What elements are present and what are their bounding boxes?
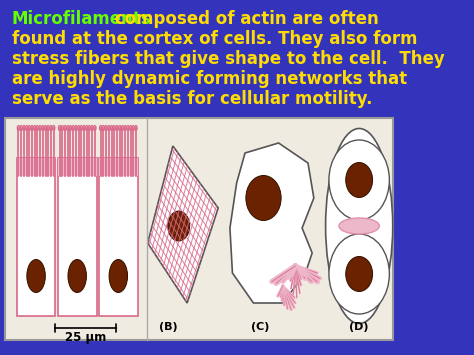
Text: stress fibers that give shape to the cell.  They: stress fibers that give shape to the cel… (12, 50, 445, 68)
Ellipse shape (127, 126, 129, 131)
Ellipse shape (83, 126, 85, 131)
Ellipse shape (53, 126, 55, 131)
Text: (B): (B) (158, 322, 177, 332)
Ellipse shape (39, 126, 41, 131)
Ellipse shape (61, 126, 64, 131)
Ellipse shape (105, 126, 108, 131)
Ellipse shape (23, 126, 25, 131)
Ellipse shape (69, 126, 72, 131)
Ellipse shape (108, 126, 110, 131)
Ellipse shape (113, 126, 116, 131)
Polygon shape (339, 218, 379, 234)
Ellipse shape (17, 126, 20, 131)
Ellipse shape (118, 126, 121, 131)
Ellipse shape (42, 126, 44, 131)
Bar (58, 158, 97, 176)
Ellipse shape (329, 140, 389, 220)
Ellipse shape (124, 126, 127, 131)
Ellipse shape (246, 175, 281, 220)
Ellipse shape (74, 126, 77, 131)
Ellipse shape (168, 211, 190, 241)
Ellipse shape (91, 126, 93, 131)
Ellipse shape (121, 126, 124, 131)
Polygon shape (148, 146, 218, 303)
Ellipse shape (116, 126, 118, 131)
Ellipse shape (135, 126, 137, 131)
Ellipse shape (27, 260, 46, 293)
Bar (99, 158, 137, 176)
Ellipse shape (68, 260, 86, 293)
Text: are highly dynamic forming networks that: are highly dynamic forming networks that (12, 70, 407, 88)
Bar (17, 158, 55, 316)
Ellipse shape (36, 126, 39, 131)
Ellipse shape (346, 163, 373, 197)
Text: Microfilaments: Microfilaments (12, 10, 152, 28)
Ellipse shape (50, 126, 52, 131)
Text: (C): (C) (251, 322, 269, 332)
Ellipse shape (80, 126, 82, 131)
Ellipse shape (64, 126, 66, 131)
Ellipse shape (31, 126, 33, 131)
Ellipse shape (102, 126, 105, 131)
Ellipse shape (110, 126, 113, 131)
Ellipse shape (129, 126, 132, 131)
Ellipse shape (72, 126, 74, 131)
Text: (D): (D) (349, 322, 369, 332)
Text: found at the cortex of cells. They also form: found at the cortex of cells. They also … (12, 30, 417, 48)
Ellipse shape (109, 260, 128, 293)
Ellipse shape (58, 126, 61, 131)
Ellipse shape (326, 129, 393, 323)
Ellipse shape (77, 126, 80, 131)
Ellipse shape (28, 126, 30, 131)
Ellipse shape (100, 126, 102, 131)
Ellipse shape (34, 126, 36, 131)
Ellipse shape (88, 126, 91, 131)
Ellipse shape (20, 126, 22, 131)
Bar (99, 158, 137, 316)
Ellipse shape (44, 126, 47, 131)
Ellipse shape (132, 126, 135, 131)
Text: 25 μm: 25 μm (65, 331, 106, 344)
Polygon shape (230, 143, 314, 303)
Ellipse shape (93, 126, 96, 131)
Ellipse shape (47, 126, 50, 131)
Ellipse shape (85, 126, 88, 131)
Ellipse shape (66, 126, 69, 131)
Text: composed of actin are often: composed of actin are often (109, 10, 379, 28)
Ellipse shape (25, 126, 28, 131)
Ellipse shape (346, 257, 373, 291)
Bar (5, 118, 393, 340)
Bar (17, 158, 55, 176)
Text: serve as the basis for cellular motility.: serve as the basis for cellular motility… (12, 90, 372, 108)
Bar (58, 158, 97, 316)
Ellipse shape (329, 234, 389, 314)
